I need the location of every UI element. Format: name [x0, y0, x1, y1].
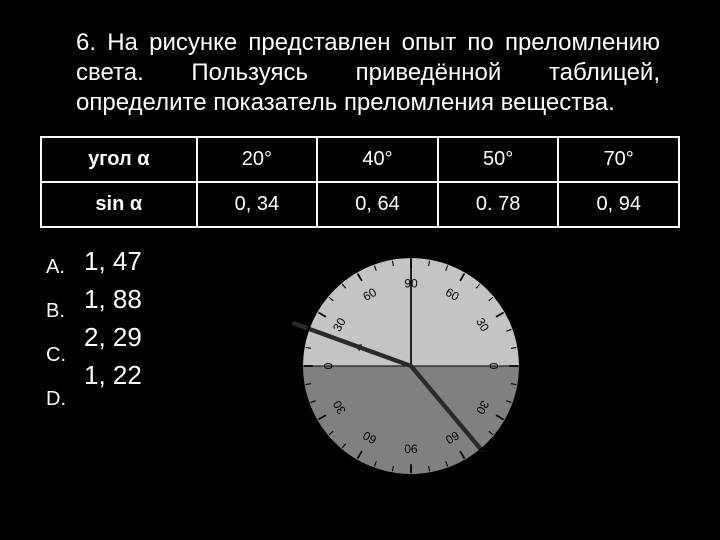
- sin-cell: 0, 94: [558, 182, 679, 227]
- svg-text:0: 0: [321, 362, 335, 369]
- answer-label: A.: [46, 252, 66, 282]
- sin-cell: 0, 64: [317, 182, 438, 227]
- svg-text:90: 90: [404, 276, 418, 290]
- angle-cell: 70°: [558, 137, 679, 182]
- answer-list: A. B. C. D. 1, 47 1, 88 2, 29 1, 22: [40, 246, 142, 486]
- svg-text:0: 0: [487, 363, 501, 370]
- answer-label: C.: [46, 340, 66, 370]
- sin-label: sin α: [41, 182, 197, 227]
- answer-value: 2, 29: [84, 322, 142, 352]
- question-text: 6. На рисунке представлен опыт по прелом…: [40, 28, 680, 118]
- angle-cell: 40°: [317, 137, 438, 182]
- answer-value: 1, 88: [84, 284, 142, 314]
- angle-label: угол α: [41, 137, 197, 182]
- table-row-sin: sin α 0, 34 0, 64 0. 78 0, 94: [41, 182, 679, 227]
- angle-cell: 20°: [197, 137, 318, 182]
- angle-cell: 50°: [438, 137, 559, 182]
- sin-cell: 0. 78: [438, 182, 559, 227]
- question-number: 6.: [76, 29, 96, 56]
- question-body: На рисунке представлен опыт по преломлен…: [76, 29, 660, 116]
- svg-text:90: 90: [404, 442, 418, 456]
- sine-table: угол α 20° 40° 50° 70° sin α 0, 34 0, 64…: [40, 136, 680, 228]
- table-row-angle: угол α 20° 40° 50° 70°: [41, 137, 679, 182]
- answer-value: 1, 47: [84, 246, 142, 276]
- answer-label: D.: [46, 384, 66, 414]
- refraction-diagram: 0306090603003060906030: [291, 246, 531, 486]
- sin-cell: 0, 34: [197, 182, 318, 227]
- answer-value: 1, 22: [84, 360, 142, 390]
- answer-label: B.: [46, 296, 66, 326]
